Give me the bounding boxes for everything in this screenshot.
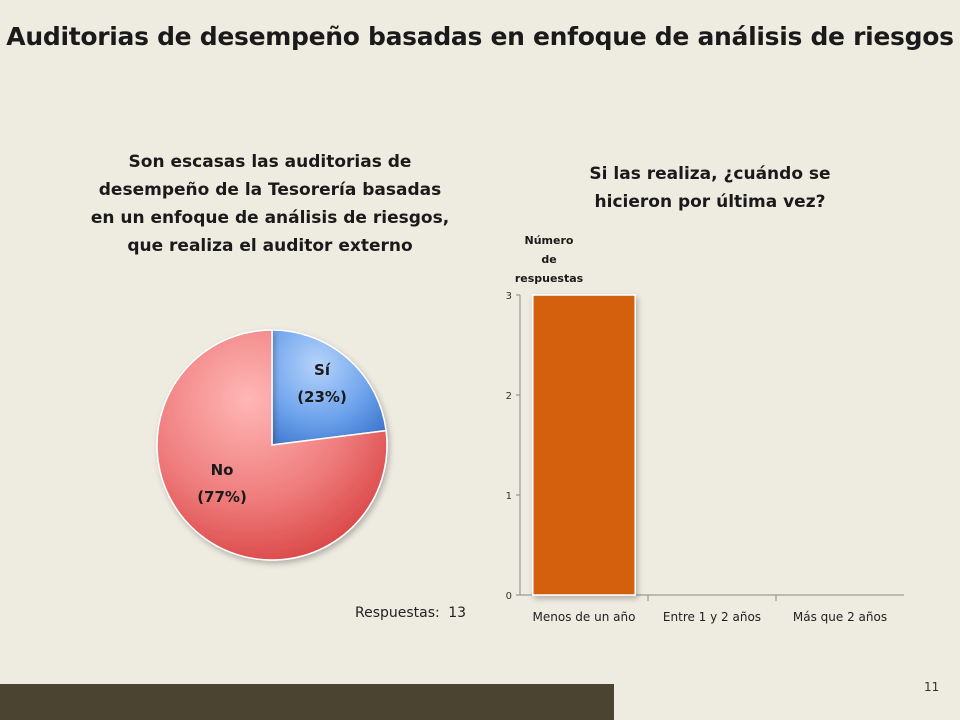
responses-count: Respuestas: 13: [355, 605, 466, 621]
pie-chart: Sí (23%) No (77%): [156, 329, 388, 561]
page-number: 11: [924, 680, 940, 694]
bar-y-tick-label: 1: [506, 491, 512, 502]
pie-chart-title: Son escasas las auditorias de desempeño …: [70, 148, 470, 260]
bar-1: [532, 294, 636, 596]
pie-title-line: en un enfoque de análisis de riesgos,: [90, 208, 450, 228]
pie-title-line: que realiza el auditor externo: [127, 236, 413, 256]
bar-title-line: Si las realiza, ¿cuándo se: [589, 164, 831, 184]
bar-chart: Número de respuestas 0 1 2 3 Menos de un año Ent…: [506, 234, 904, 624]
bar-ylabel-line: Número: [525, 234, 574, 247]
pie-title-line: Son escasas las auditorias de: [128, 152, 412, 172]
pie-slice-label: No: [211, 461, 234, 479]
bar-title-line: hicieron por última vez?: [594, 192, 826, 212]
bar-y-tick-label: 0: [506, 591, 512, 602]
pie-slice-no: [156, 329, 388, 561]
bar-y-tick-label: 3: [506, 291, 512, 302]
pie-slice-label: Sí: [314, 361, 331, 379]
responses-label: Respuestas:: [355, 605, 440, 621]
bar-chart-title: Si las realiza, ¿cuándo se hicieron por …: [560, 160, 860, 216]
bar-category-label: Menos de un año: [533, 610, 636, 624]
pie-slice-si: [271, 329, 387, 446]
slide-title: Auditorias de desempeño basadas en enfoq…: [6, 22, 954, 51]
pie-title-line: desempeño de la Tesorería basadas: [98, 180, 442, 200]
pie-slice-percent: (23%): [297, 388, 347, 406]
responses-value: 13: [448, 605, 467, 621]
footer-bar: [0, 684, 614, 720]
bar-y-tick-label: 2: [506, 391, 512, 402]
bar-ylabel-line: respuestas: [515, 272, 584, 285]
pie-slice-percent: (77%): [197, 488, 247, 506]
bar-category-label: Entre 1 y 2 años: [663, 610, 761, 624]
bar-ylabel-line: de: [541, 253, 556, 266]
bar-category-label: Más que 2 años: [793, 610, 887, 624]
